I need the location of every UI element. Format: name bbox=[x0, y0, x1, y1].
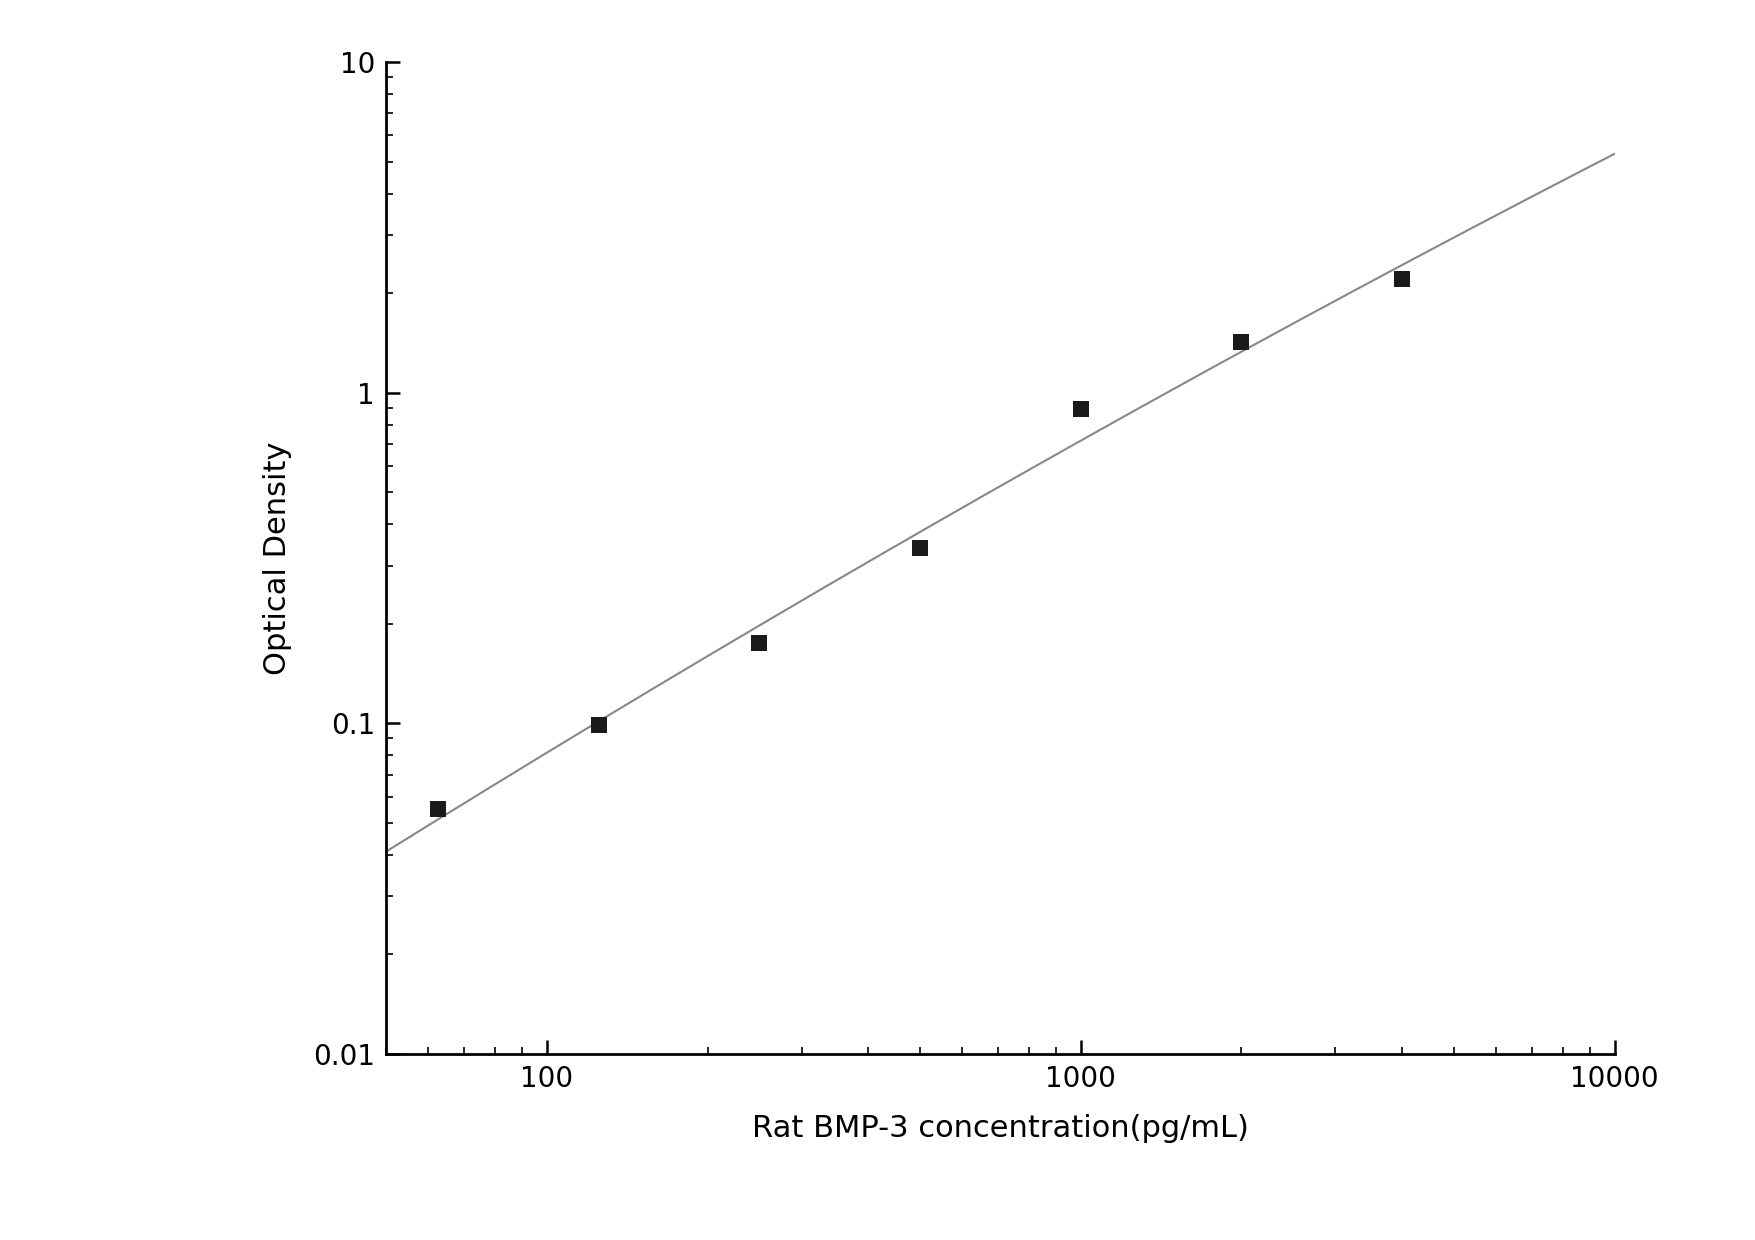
Point bbox=[584, 714, 612, 734]
Point bbox=[1388, 269, 1416, 289]
Point bbox=[1067, 399, 1095, 419]
Point bbox=[746, 634, 774, 653]
Y-axis label: Optical Density: Optical Density bbox=[263, 441, 291, 675]
X-axis label: Rat BMP-3 concentration(pg/mL): Rat BMP-3 concentration(pg/mL) bbox=[751, 1114, 1250, 1143]
Point bbox=[906, 538, 934, 558]
Point bbox=[1227, 332, 1255, 352]
Point bbox=[423, 800, 451, 820]
